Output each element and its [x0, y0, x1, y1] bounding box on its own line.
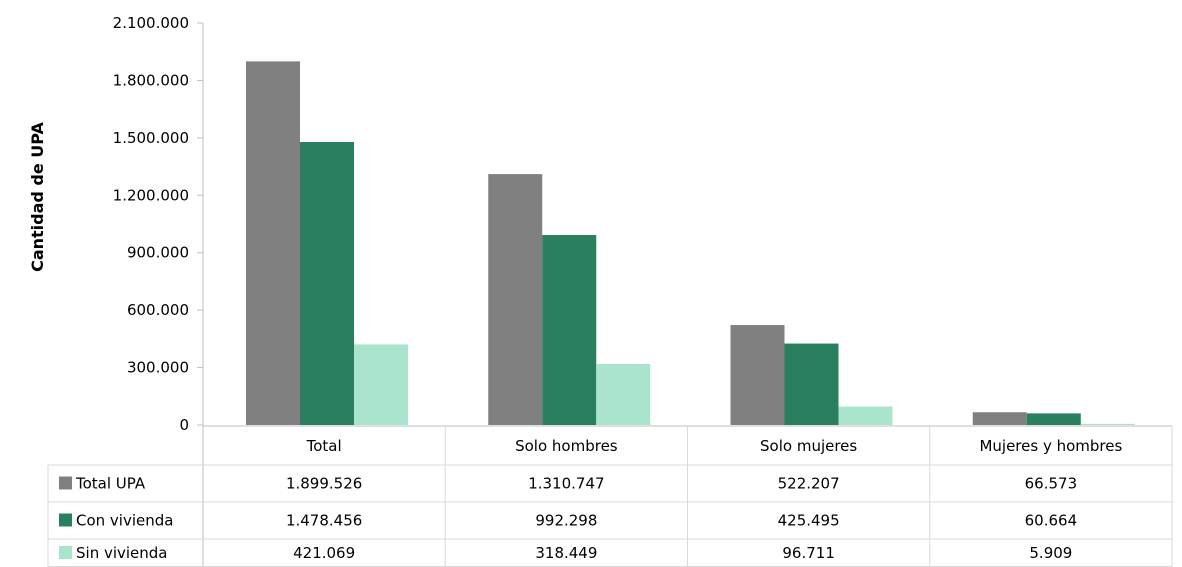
legend-swatch: [59, 546, 72, 559]
table-cell-value: 96.711: [782, 544, 835, 562]
bars: [246, 61, 1135, 426]
bar-total-upa: [488, 174, 543, 425]
legend-swatch: [59, 476, 72, 490]
y-tick-label: 600.000: [127, 301, 189, 319]
bar-total-upa: [972, 412, 1027, 425]
y-axis-ticks: 0 300.000 600.000 900.000 1.200.000 1.500.000…: [113, 14, 203, 434]
x-category-label: Solo mujeres: [760, 437, 857, 455]
table-cell-value: 1.310.747: [528, 475, 604, 493]
y-axis-label: Cantidad de UPA: [28, 121, 47, 271]
data-table: Total Solo hombres Solo mujeres Mujeres y h…: [47, 426, 1173, 567]
y-tick-label: 300.000: [127, 359, 189, 377]
bar-con-vivienda: [784, 343, 839, 425]
table-cell-value: 66.573: [1025, 475, 1078, 493]
bar-con-vivienda: [1026, 413, 1081, 425]
bar-sin-vivienda: [354, 344, 408, 425]
bar-sin-vivienda: [838, 406, 893, 425]
table-cell-value: 1.899.526: [286, 475, 362, 493]
legend-label: Sin vivienda: [76, 544, 168, 562]
legend-swatch: [59, 513, 72, 527]
y-tick-label: 2.100.000: [113, 14, 189, 32]
bar-con-vivienda: [542, 235, 597, 425]
table-cell-value: 992.298: [535, 512, 597, 530]
bar-total-upa: [730, 325, 785, 425]
legend-label: Con vivienda: [76, 512, 173, 530]
y-axis-label-group: Cantidad de UPA: [28, 121, 47, 271]
x-category-label: Mujeres y hombres: [979, 437, 1122, 455]
table-cell-value: 60.664: [1025, 512, 1078, 530]
x-category-label: Total: [306, 437, 342, 455]
y-tick-label: 0: [179, 416, 189, 434]
y-tick-label: 1.200.000: [113, 186, 189, 204]
table-cell-value: 425.495: [778, 512, 840, 530]
y-tick-label: 900.000: [127, 244, 189, 262]
table-cell-value: 5.909: [1029, 544, 1072, 562]
table-cell-value: 1.478.456: [286, 512, 362, 530]
bar-total-upa: [246, 61, 300, 425]
y-tick-label: 1.800.000: [113, 71, 189, 89]
x-category-label: Solo hombres: [515, 437, 618, 455]
table-cell-value: 318.449: [535, 544, 597, 562]
bar-sin-vivienda: [1080, 423, 1135, 425]
legend-label: Total UPA: [75, 475, 146, 493]
table-cell-value: 522.207: [778, 475, 840, 493]
bar-sin-vivienda: [596, 364, 651, 425]
table-cell-value: 421.069: [293, 544, 355, 562]
y-tick-label: 1.500.000: [113, 129, 189, 147]
bar-con-vivienda: [300, 141, 354, 426]
